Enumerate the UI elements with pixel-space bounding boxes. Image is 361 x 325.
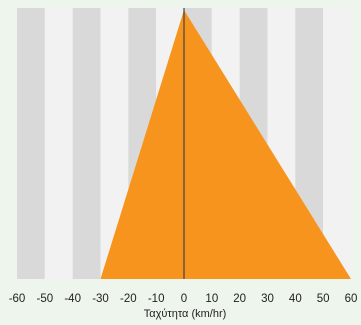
x-tick-label: 60	[345, 293, 358, 305]
x-tick-label: -50	[37, 293, 54, 305]
speed-area	[100, 10, 351, 279]
grid-band	[44, 8, 73, 279]
x-tick-label: 30	[261, 293, 274, 305]
grid-band	[17, 8, 45, 279]
x-tick-label: -30	[92, 293, 109, 305]
x-tick-label: 40	[289, 293, 302, 305]
x-tick-labels: -60 -50 -40 -30 -20 -10 0 10 20 30 40 50 60	[9, 293, 358, 305]
x-tick-label: 10	[205, 293, 218, 305]
grid-band	[72, 8, 101, 279]
x-tick-label: -40	[64, 293, 81, 305]
x-tick-label: 50	[317, 293, 330, 305]
x-tick-label: -20	[120, 293, 137, 305]
x-tick-label: 0	[181, 293, 187, 305]
x-axis-title: Ταχύτητα (km/hr)	[144, 308, 227, 320]
x-tick-label: -60	[9, 293, 26, 305]
grid-band	[323, 8, 351, 279]
x-tick-label: 20	[233, 293, 246, 305]
x-tick-label: -10	[148, 293, 165, 305]
